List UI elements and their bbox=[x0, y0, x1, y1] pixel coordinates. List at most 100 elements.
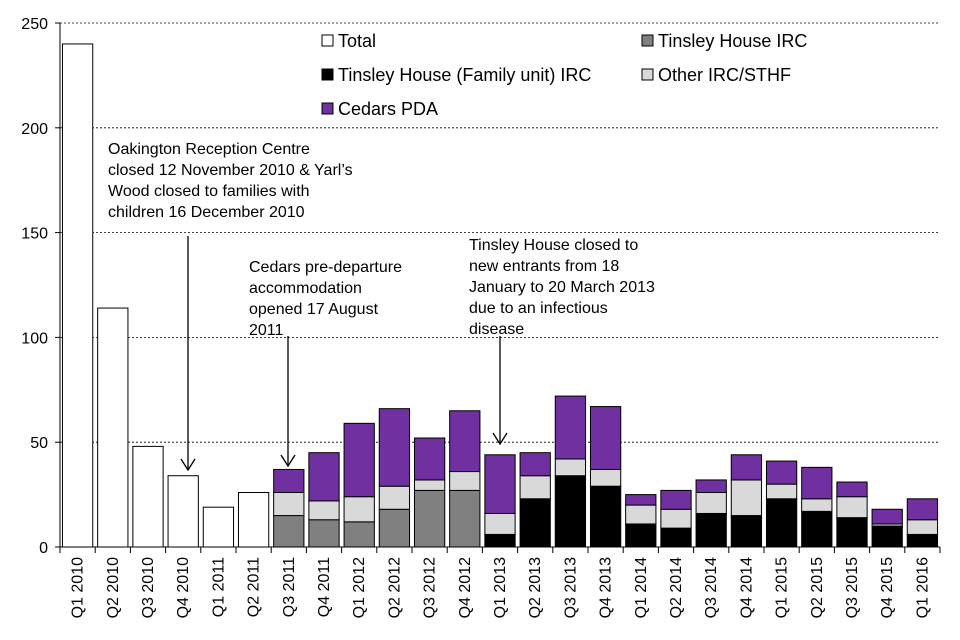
bar-tinsley-house-family-unit-irc-q4-2015 bbox=[871, 525, 903, 548]
bar-cedars-pda-q1-2015 bbox=[765, 460, 798, 485]
annotation-q1-2013-line-5: disease bbox=[469, 321, 524, 338]
bar-other-irc-sthf-q4-2012 bbox=[449, 471, 481, 491]
legend-label-cedars-pda: Cedars PDA bbox=[338, 99, 438, 119]
bar-tinsley-house-family-unit-irc-q1-2013 bbox=[484, 533, 516, 548]
annotation-q1-2013-line-4: due to an infectious bbox=[469, 300, 608, 317]
annotation-q4-2010-line-2: closed 12 November 2010 & Yarl’s bbox=[108, 162, 353, 179]
legend-label-tinsley-house-irc: Tinsley House IRC bbox=[658, 31, 807, 51]
x-tick-label-q3-2010: Q3 2010 bbox=[140, 557, 157, 618]
annotation-q3-2011-arrow-head bbox=[280, 454, 296, 468]
x-tick-label-q1-2012: Q1 2012 bbox=[351, 557, 368, 618]
bar-other-irc-sthf-q4-2014 bbox=[730, 479, 763, 517]
x-tick-label-q1-2015: Q1 2015 bbox=[774, 557, 791, 618]
x-tick-label-q4-2012: Q4 2012 bbox=[457, 557, 474, 618]
bar-other-irc-sthf-q1-2016 bbox=[906, 519, 939, 535]
x-tick-label-q3-2012: Q3 2012 bbox=[422, 557, 439, 618]
bar-cedars-pda-q3-2011 bbox=[273, 468, 305, 494]
bar-other-irc-sthf-q4-2013 bbox=[589, 468, 622, 487]
x-tick-label-q4-2015: Q4 2015 bbox=[879, 557, 896, 618]
bar-total-q3-2010 bbox=[132, 445, 164, 548]
bar-other-irc-sthf-q3-2011 bbox=[273, 492, 305, 517]
bar-other-irc-sthf-q2-2013 bbox=[519, 475, 551, 500]
x-tick-label-q2-2011: Q2 2011 bbox=[246, 557, 263, 617]
bar-tinsley-house-irc-q4-2012 bbox=[449, 489, 481, 548]
legend-label-other-irc-sthf: Other IRC/STHF bbox=[658, 65, 791, 85]
bar-tinsley-house-family-unit-irc-q3-2014 bbox=[695, 512, 727, 548]
x-tick-label-q1-2011: Q1 2011 bbox=[210, 557, 227, 617]
bar-cedars-pda-q1-2016 bbox=[906, 498, 939, 521]
y-tick-label-50: 50 bbox=[30, 435, 48, 452]
annotation-q1-2013-arrow-head bbox=[492, 432, 508, 446]
bar-other-irc-sthf-q3-2013 bbox=[554, 458, 587, 477]
x-tick-label-q4-2010: Q4 2010 bbox=[175, 557, 192, 618]
bar-tinsley-house-family-unit-irc-q2-2015 bbox=[801, 510, 833, 548]
bar-cedars-pda-q2-2013 bbox=[519, 452, 551, 477]
bar-tinsley-house-family-unit-irc-q3-2015 bbox=[836, 517, 868, 548]
bar-tinsley-house-family-unit-irc-q4-2013 bbox=[589, 485, 622, 548]
x-tick-label-q2-2014: Q2 2014 bbox=[668, 557, 685, 618]
bar-tinsley-house-family-unit-irc-q3-2013 bbox=[554, 475, 587, 548]
x-tick-label-q2-2010: Q2 2010 bbox=[105, 557, 122, 618]
bar-total-q1-2010 bbox=[61, 43, 94, 548]
x-tick-label-q2-2013: Q2 2013 bbox=[527, 557, 544, 618]
x-tick-label-q3-2013: Q3 2013 bbox=[562, 557, 579, 618]
x-tick-label-q1-2013: Q1 2013 bbox=[492, 557, 509, 618]
annotation-q3-2011-line-2: accommodation bbox=[249, 280, 362, 297]
bar-total-q2-2011 bbox=[237, 492, 270, 548]
bar-cedars-pda-q4-2011 bbox=[308, 452, 340, 502]
bar-other-irc-sthf-q2-2014 bbox=[660, 508, 692, 529]
annotation-q3-2011-line-1: Cedars pre-departure bbox=[249, 259, 402, 276]
bar-tinsley-house-family-unit-irc-q2-2013 bbox=[519, 498, 551, 548]
bar-cedars-pda-q3-2012 bbox=[413, 437, 446, 481]
bar-tinsley-house-irc-q1-2012 bbox=[343, 521, 375, 548]
x-tick-label-q1-2016: Q1 2016 bbox=[914, 557, 931, 618]
bar-other-irc-sthf-q1-2013 bbox=[484, 512, 516, 535]
bar-cedars-pda-q3-2015 bbox=[836, 481, 868, 498]
bar-other-irc-sthf-q3-2015 bbox=[836, 496, 868, 519]
bar-tinsley-house-irc-q3-2012 bbox=[413, 489, 446, 548]
annotation-q1-2013-line-3: January to 20 March 2013 bbox=[469, 279, 655, 296]
annotation-q4-2010-line-4: children 16 December 2010 bbox=[108, 204, 305, 221]
y-tick-label-150: 150 bbox=[21, 226, 48, 243]
legend-swatch-tinsley-house-irc bbox=[641, 34, 654, 47]
bar-cedars-pda-q4-2012 bbox=[449, 410, 481, 473]
legend-swatch-total bbox=[321, 34, 334, 47]
bar-total-q2-2010 bbox=[97, 307, 129, 548]
bar-other-irc-sthf-q3-2014 bbox=[695, 492, 727, 514]
bar-cedars-pda-q2-2014 bbox=[660, 489, 692, 510]
bar-tinsley-house-family-unit-irc-q2-2014 bbox=[660, 527, 692, 548]
x-tick-label-q3-2014: Q3 2014 bbox=[703, 557, 720, 618]
bar-cedars-pda-q4-2014 bbox=[730, 454, 763, 481]
annotation-q4-2010-line-3: Wood closed to families with bbox=[108, 183, 310, 200]
annotation-q4-2010-line-1: Oakington Reception Centre bbox=[108, 141, 310, 158]
bar-tinsley-house-irc-q4-2011 bbox=[308, 519, 340, 548]
x-tick-label-q2-2015: Q2 2015 bbox=[809, 557, 826, 618]
y-tick-label-100: 100 bbox=[21, 330, 48, 347]
bar-total-q4-2010 bbox=[167, 475, 199, 548]
bar-other-irc-sthf-q1-2012 bbox=[343, 496, 375, 523]
bar-cedars-pda-q2-2012 bbox=[378, 408, 411, 487]
bar-cedars-pda-q1-2014 bbox=[625, 494, 657, 506]
legend-swatch-other-irc-sthf bbox=[641, 68, 654, 81]
bar-cedars-pda-q1-2013 bbox=[484, 454, 516, 514]
bar-tinsley-house-irc-q3-2011 bbox=[273, 515, 305, 548]
bar-tinsley-house-family-unit-irc-q1-2014 bbox=[625, 523, 657, 548]
legend-swatch-tinsley-house-family-unit-irc bbox=[321, 68, 334, 81]
x-tick-label-q3-2011: Q3 2011 bbox=[281, 557, 298, 617]
x-tick-label-q4-2011: Q4 2011 bbox=[316, 557, 333, 617]
bar-other-irc-sthf-q3-2012 bbox=[413, 479, 446, 491]
annotation-q3-2011-line-3: opened 17 August bbox=[249, 301, 379, 318]
x-tick-label-q3-2015: Q3 2015 bbox=[844, 557, 861, 618]
x-tick-label-q1-2010: Q1 2010 bbox=[70, 557, 87, 618]
bar-other-irc-sthf-q4-2011 bbox=[308, 500, 340, 521]
y-tick-label-0: 0 bbox=[39, 540, 48, 557]
annotation-q1-2013-line-2: new entrants from 18 bbox=[469, 258, 619, 275]
bar-other-irc-sthf-q2-2015 bbox=[801, 498, 833, 512]
bar-cedars-pda-q3-2013 bbox=[554, 395, 587, 460]
x-tick-label-q1-2014: Q1 2014 bbox=[633, 557, 650, 618]
y-tick-label-200: 200 bbox=[21, 121, 48, 138]
legend-swatch-cedars-pda bbox=[321, 102, 334, 115]
bar-cedars-pda-q4-2015 bbox=[871, 508, 903, 525]
bar-tinsley-house-family-unit-irc-q1-2015 bbox=[765, 498, 798, 548]
